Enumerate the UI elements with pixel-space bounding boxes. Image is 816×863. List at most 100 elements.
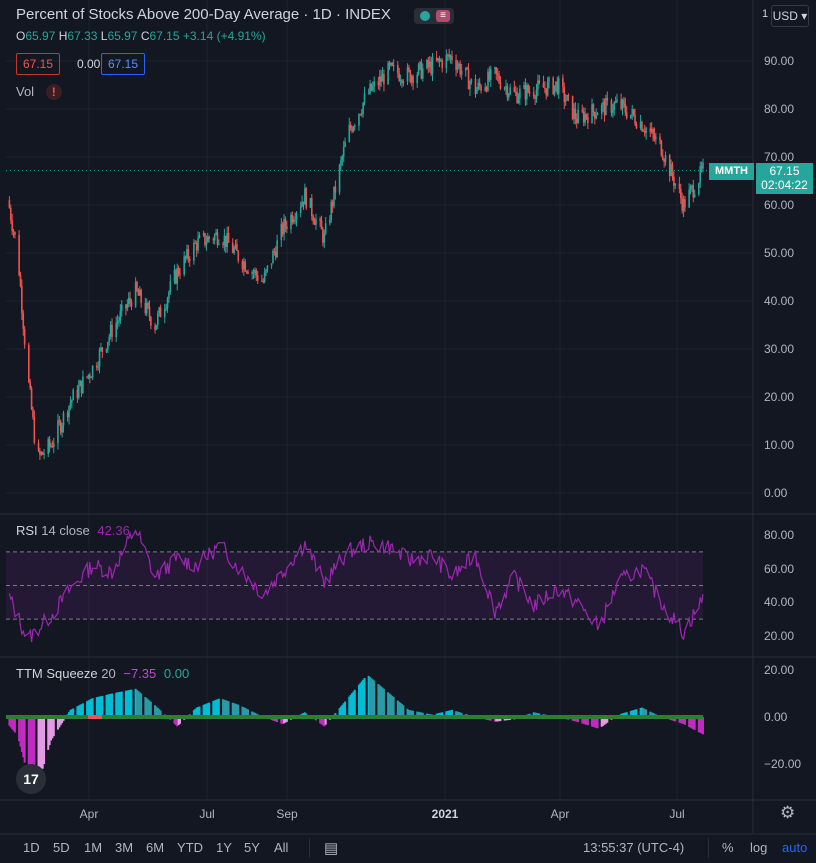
- timeframe-1y[interactable]: 1Y: [216, 840, 232, 855]
- currency-select[interactable]: USD ▾: [771, 5, 809, 27]
- squeeze-bar: [11, 717, 14, 730]
- sell-price-button[interactable]: 67.15: [16, 53, 61, 75]
- squeeze-bar: [382, 688, 385, 717]
- squeeze-bar: [585, 717, 588, 725]
- calendar-icon[interactable]: ▤: [324, 840, 339, 857]
- close-value: 67.15: [149, 29, 180, 43]
- candle-body: [681, 198, 683, 211]
- candle-body: [441, 60, 444, 68]
- squeeze-bar: [9, 717, 12, 728]
- squeeze-bar: [76, 706, 79, 717]
- squeeze-bar: [70, 709, 73, 717]
- squeeze-bar: [159, 710, 162, 717]
- settings-gear-icon[interactable]: ⚙: [780, 803, 796, 822]
- timeframe-5d[interactable]: 5D: [53, 840, 70, 855]
- candle-body: [659, 136, 661, 141]
- squeeze-bar: [682, 717, 685, 725]
- candle-body: [204, 233, 206, 245]
- candle-body: [109, 324, 112, 337]
- squeeze-bar: [95, 697, 98, 717]
- log-scale-toggle[interactable]: log: [750, 840, 768, 855]
- timeframe-ytd[interactable]: YTD: [177, 840, 203, 855]
- candle-body: [198, 235, 201, 238]
- squeeze-bar: [359, 683, 362, 717]
- candle-body: [652, 129, 654, 135]
- squeeze-bar: [362, 679, 365, 717]
- squeeze-bar: [498, 717, 501, 722]
- timeframe-1d[interactable]: 1D: [23, 840, 40, 855]
- candle-body: [255, 270, 258, 276]
- tradingview-logo[interactable]: 17: [16, 764, 46, 794]
- candle-body: [72, 389, 74, 401]
- time-axis-label: Jul: [199, 807, 215, 821]
- candle-body: [11, 220, 13, 231]
- squeeze-bar: [127, 690, 130, 717]
- squeeze-bar: [119, 691, 122, 717]
- timeframe-5y[interactable]: 5Y: [244, 840, 260, 855]
- squeeze-bar: [87, 700, 90, 717]
- candle-body: [477, 82, 480, 90]
- candle-body: [596, 113, 599, 116]
- ttm-value: −7.35: [123, 666, 157, 681]
- squeeze-bar: [235, 704, 238, 717]
- auto-scale-toggle[interactable]: auto: [782, 840, 808, 855]
- timeframe-1m[interactable]: 1M: [84, 840, 103, 855]
- ttm-legend[interactable]: TTM Squeeze 20 −7.35 0.00: [16, 666, 189, 681]
- price-axis-label: 60.00: [764, 198, 795, 212]
- squeeze-bar: [223, 699, 226, 717]
- squeeze-bar: [173, 717, 176, 724]
- candle-body: [688, 189, 690, 208]
- timeframe-3m[interactable]: 3M: [115, 840, 134, 855]
- candle-body: [584, 114, 586, 123]
- candle-body: [542, 82, 545, 88]
- squeeze-bar: [140, 693, 143, 717]
- percent-scale-toggle[interactable]: %: [722, 840, 734, 855]
- candle-body: [406, 67, 409, 82]
- warning-icon[interactable]: !: [45, 84, 62, 100]
- candle-body: [649, 128, 652, 132]
- candle-body: [284, 219, 287, 227]
- ttm-axis-label: 0.00: [764, 710, 788, 724]
- candle-body: [273, 251, 276, 253]
- candle-body: [354, 125, 356, 127]
- buy-price-button[interactable]: 67.15: [101, 53, 146, 75]
- squeeze-bar: [700, 717, 703, 734]
- candle-body: [115, 323, 118, 338]
- squeeze-bar: [339, 706, 342, 717]
- candle-body: [387, 62, 389, 85]
- candle-body: [641, 121, 643, 131]
- candle-body: [129, 297, 131, 302]
- rsi-legend[interactable]: RSI 14 close 42.36: [16, 523, 130, 538]
- candle-body: [144, 303, 147, 314]
- visibility-toggle[interactable]: ≡: [414, 8, 454, 24]
- squeeze-bar: [37, 717, 40, 783]
- squeeze-bar: [402, 705, 405, 717]
- candle-body: [77, 386, 80, 398]
- squeeze-bar: [324, 717, 327, 725]
- squeeze-bar: [699, 717, 702, 733]
- candle-body: [426, 59, 428, 69]
- candle-body: [663, 159, 665, 163]
- candle-body: [367, 93, 370, 95]
- high-key: H: [58, 29, 68, 43]
- candle-body: [119, 310, 122, 321]
- candle-body: [699, 166, 702, 184]
- candle-body: [313, 221, 316, 225]
- squeeze-bar: [101, 695, 104, 717]
- candle-body: [506, 86, 509, 98]
- squeeze-bar: [149, 701, 152, 717]
- squeeze-bar: [138, 692, 141, 717]
- candle-body: [546, 81, 549, 96]
- timeframe-6m[interactable]: 6M: [146, 840, 165, 855]
- volume-legend[interactable]: Vol !: [16, 84, 62, 100]
- candle-body: [344, 141, 346, 147]
- candle-body: [613, 102, 616, 111]
- candle-body: [341, 156, 344, 161]
- squeeze-bar: [689, 717, 692, 728]
- clock-readout[interactable]: 13:55:37 (UTC-4): [583, 840, 685, 855]
- squeeze-bar: [577, 717, 580, 723]
- timeframe-all[interactable]: All: [274, 840, 289, 855]
- squeeze-bar: [575, 717, 578, 722]
- candle-body: [516, 91, 518, 103]
